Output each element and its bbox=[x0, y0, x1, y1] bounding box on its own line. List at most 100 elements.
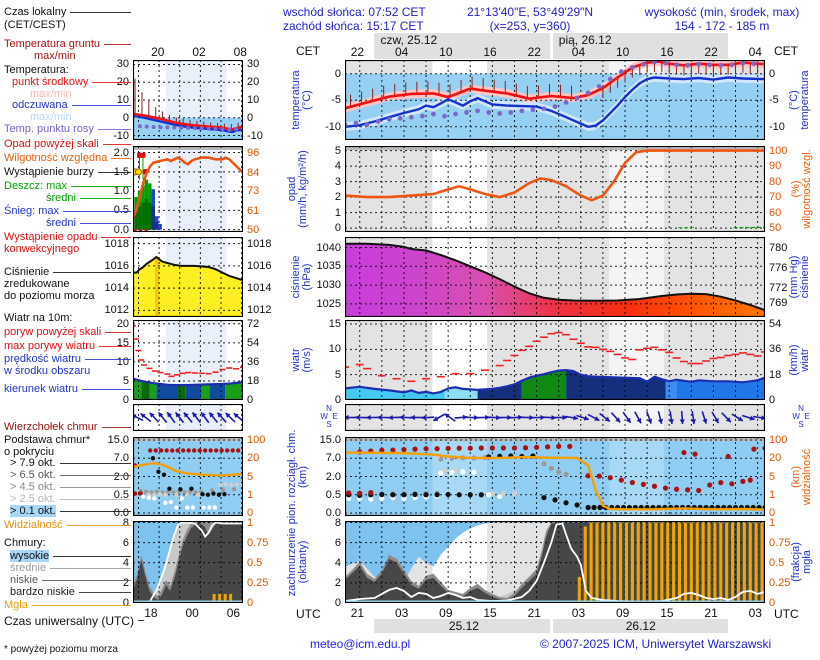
axis-tick-label: 1040 bbox=[316, 241, 341, 254]
precip-humidity-panel bbox=[345, 146, 765, 232]
axis-tick-label: 1012 bbox=[247, 304, 272, 317]
axis-tick-label: 30 bbox=[247, 58, 260, 71]
legend-item-label: w środku obszaru bbox=[4, 365, 91, 377]
legend-item-label: * powyżej poziomu morza bbox=[4, 644, 118, 655]
legend-item-label: odczuwana bbox=[12, 99, 68, 111]
contact-email-link[interactable]: meteo@icm.edu.pl bbox=[310, 637, 411, 651]
axis-title-p1_right: (°C) temperatura bbox=[788, 70, 811, 130]
axis-tick-label: 4 bbox=[122, 556, 129, 569]
legend-item-9: Temp. punktu rosy bbox=[4, 123, 131, 135]
axis-tick-label: 1 bbox=[247, 516, 254, 529]
axis-tick-label: 2 bbox=[122, 576, 129, 589]
axis-tick-label: 0 bbox=[122, 394, 129, 406]
wind-direction-panel bbox=[345, 404, 765, 431]
cet-tick: 16 bbox=[483, 45, 497, 59]
legend-item-34: > 2.5 okt. bbox=[10, 493, 131, 505]
axis-tick-label: 0.0 bbox=[113, 223, 129, 236]
legend-item-label: Wierzchołek chmur bbox=[4, 421, 98, 433]
cet-tick: 16 bbox=[660, 45, 674, 59]
axis-tick-label: 15.0 bbox=[107, 434, 129, 446]
axis-tick-label: 5 bbox=[769, 470, 776, 483]
cet-tick: 22 bbox=[527, 45, 541, 59]
wind-direction-panel bbox=[133, 404, 243, 431]
mini-utc-tick: 00 bbox=[185, 606, 199, 620]
cloud-cover-panel bbox=[345, 521, 765, 603]
axis-tick-label: 10 bbox=[116, 94, 129, 106]
mini-cet-tick: 08 bbox=[233, 45, 247, 59]
legend-item-11: Wilgotność względna bbox=[4, 152, 131, 164]
axis-tick-label: 80 bbox=[769, 175, 782, 188]
axis-tick-label: 0 bbox=[247, 597, 254, 609]
fog-bars bbox=[212, 593, 233, 601]
axis-tick-label: 0.5 bbox=[247, 556, 263, 569]
cet-tick: 10 bbox=[616, 45, 630, 59]
legend-item-label: > 0.1 okt. bbox=[10, 505, 56, 517]
legend-item-42: Mgła bbox=[4, 599, 131, 611]
legend-item-label: > 6.5 okt. bbox=[10, 469, 56, 481]
legend-item-17: Wystąpienie opadu bbox=[4, 231, 131, 243]
legend-item-6: max/min bbox=[30, 88, 131, 100]
legend-item-label: konwekcyjnego bbox=[4, 243, 80, 255]
axis-tick-label: 73 bbox=[247, 185, 260, 198]
date-label-1: 25.12 bbox=[448, 619, 479, 633]
cloud-base-panel bbox=[133, 437, 243, 516]
axis-tick-label: 61 bbox=[247, 205, 260, 218]
axis-tick-label: 30 bbox=[116, 58, 129, 71]
axis-tick-label: 1014 bbox=[104, 282, 129, 295]
pressure-area bbox=[133, 257, 243, 317]
axis-tick-label: 60 bbox=[769, 206, 782, 219]
axis-tick-label: 0 bbox=[122, 111, 129, 124]
fog-fraction-line bbox=[345, 522, 765, 603]
axis-title-p4_right: (km/h) wiatr bbox=[788, 344, 811, 376]
axis-tick-label: 36 bbox=[769, 343, 782, 356]
utc-tick: 03 bbox=[748, 606, 762, 620]
legend-item-27: kierunek wiatru bbox=[4, 383, 131, 395]
axis-title-p2_right: (%) wilgotność wzgl. bbox=[790, 149, 813, 229]
axis-tick-label: 15 bbox=[328, 318, 341, 331]
axis-tick-label: 2.0 bbox=[113, 146, 129, 159]
axis-tick-label: 0 bbox=[247, 507, 254, 519]
legend-item-39: średnie bbox=[10, 562, 131, 574]
axis-tick-label: 0.5 bbox=[113, 488, 129, 501]
legend-item-label: Śnieg: max bbox=[4, 205, 60, 217]
axis-tick-label: 2 bbox=[334, 191, 341, 204]
legend-item-label: Temp. punktu rosy bbox=[4, 123, 94, 135]
axis-tick-label: 1.5 bbox=[113, 165, 129, 178]
wind-direction-arrows bbox=[133, 411, 243, 424]
dew-point-dots bbox=[345, 60, 765, 128]
precip-humidity-panel bbox=[133, 146, 243, 232]
visibility-line bbox=[345, 451, 765, 511]
legend-item-label: Temperatura: bbox=[4, 64, 69, 76]
date-label-2: 26.12 bbox=[625, 619, 656, 633]
legend-item-36: Widzialność bbox=[4, 519, 131, 531]
legend-item-label: Wystąpienie opadu bbox=[4, 231, 98, 243]
day-label-2: pią, 26.12 bbox=[558, 33, 612, 47]
legend-item-13: Deszcz: max bbox=[4, 180, 131, 192]
axis-tick-label: 5 bbox=[122, 374, 129, 387]
axis-tick-label: 20 bbox=[247, 452, 260, 465]
cloud-cover-panel bbox=[133, 521, 243, 603]
date-band-2 bbox=[552, 619, 729, 633]
axis-tick-label: 72 bbox=[247, 317, 260, 330]
axis-tick-label: -10 bbox=[247, 129, 263, 142]
legend-item-41: bardzo niskie bbox=[10, 586, 131, 598]
axis-tick-label: 70 bbox=[769, 191, 782, 204]
legend-item-23: poryw powyżej skali bbox=[4, 326, 131, 338]
legend-item-label: Mgła bbox=[4, 599, 28, 611]
axis-tick-label: 1 bbox=[334, 206, 341, 219]
legend-item-29: Podstawa chmur* bbox=[4, 434, 131, 446]
axis-tick-label: 0.5 bbox=[113, 204, 129, 217]
legend-item-44: * powyżej poziomu morza bbox=[4, 644, 131, 655]
sunrise-time: wschód słońca: 07:52 CET bbox=[283, 5, 426, 19]
axis-tick-label: 0 bbox=[769, 597, 776, 609]
legend-item-40: niskie bbox=[10, 574, 131, 586]
axis-tick-label: 1016 bbox=[247, 259, 272, 272]
axis-title-p6_left: pion. rozciągł. chm. (km) bbox=[286, 429, 309, 524]
axis-tick-label: 0.75 bbox=[247, 536, 269, 549]
axis-tick-label: 0.25 bbox=[247, 576, 269, 589]
legend-item-18: konwekcyjnego bbox=[4, 243, 131, 255]
legend-item-32: > 6.5 okt. bbox=[10, 469, 131, 481]
mini-utc-tick: 06 bbox=[226, 606, 241, 620]
legend-item-label: średni bbox=[46, 192, 76, 204]
